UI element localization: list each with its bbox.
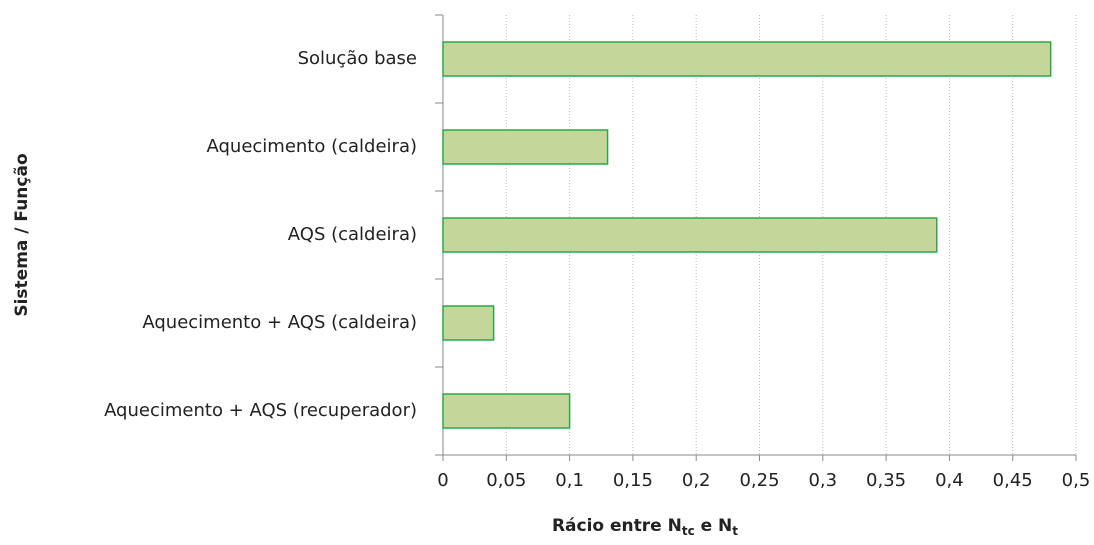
bar: [442, 305, 495, 341]
x-axis-label: Rácio entre Ntc e Nt: [552, 516, 738, 538]
y-tick-label: Solução base: [298, 48, 417, 69]
y-tick-label: AQS (caldeira): [288, 224, 417, 245]
x-tick-label: 0,25: [739, 470, 779, 491]
bar: [442, 393, 571, 429]
x-label-part: e N: [695, 516, 733, 536]
y-tick-label: Aquecimento + AQS (recuperador): [104, 400, 417, 421]
x-label-sub: t: [732, 524, 738, 538]
x-tick-label: 0,35: [866, 470, 906, 491]
x-tick-label: 0: [437, 470, 448, 491]
x-label-part: Rácio entre N: [552, 516, 682, 536]
x-label-sub: tc: [682, 524, 695, 538]
x-tick-label: 0,45: [993, 470, 1033, 491]
y-tick-label: Aquecimento + AQS (caldeira): [142, 312, 417, 333]
x-tick-label: 0,05: [486, 470, 526, 491]
x-tick-label: 0,1: [555, 470, 584, 491]
bar: [442, 129, 609, 165]
bar: [442, 41, 1052, 77]
x-tick-label: 0,2: [682, 470, 711, 491]
bar: [442, 217, 938, 253]
y-tick-label: Aquecimento (caldeira): [206, 136, 417, 157]
x-tick-label: 0,4: [935, 470, 964, 491]
x-tick-label: 0,3: [808, 470, 837, 491]
x-tick-label: 0,15: [613, 470, 653, 491]
x-tick-label: 0,5: [1062, 470, 1091, 491]
y-axis-label: Sistema / Função: [12, 153, 32, 316]
